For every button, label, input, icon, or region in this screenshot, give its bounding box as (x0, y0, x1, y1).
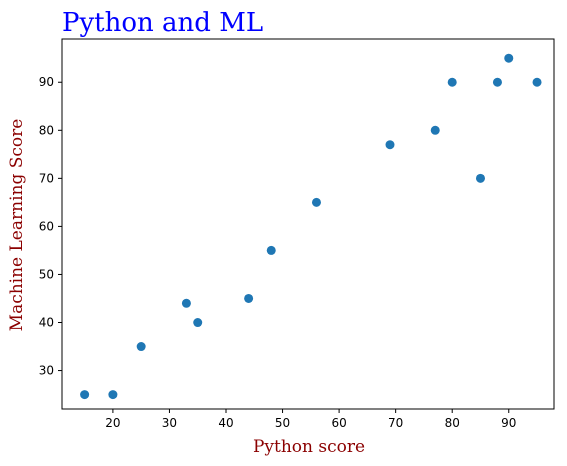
data-point (475, 173, 485, 183)
x-tick-label: 30 (162, 416, 177, 430)
y-tick-label: 60 (39, 219, 54, 233)
x-axis-label: Python score (253, 437, 365, 457)
data-point (80, 390, 90, 400)
x-tick-label: 20 (105, 416, 120, 430)
x-tick-label: 90 (501, 416, 516, 430)
x-tick-label: 70 (388, 416, 403, 430)
x-tick-label: 40 (218, 416, 233, 430)
x-tick-label: 80 (445, 416, 460, 430)
x-tick-label: 60 (331, 416, 346, 430)
data-point (447, 77, 457, 87)
data-point (181, 298, 191, 308)
y-tick-label: 50 (39, 267, 54, 281)
y-tick-label: 80 (39, 123, 54, 137)
data-point (430, 125, 440, 135)
y-tick-label: 90 (39, 75, 54, 89)
y-tick-label: 30 (39, 364, 54, 378)
plot-area: 20 30 40 50 60 70 80 90 30 40 50 60 70 80 90 (39, 38, 555, 430)
data-point (492, 77, 502, 87)
data-point (385, 140, 395, 150)
data-point (108, 390, 118, 400)
data-point (244, 293, 254, 303)
y-axis-label: Machine Learning Score (7, 119, 27, 332)
data-point (136, 342, 146, 352)
data-point (193, 318, 203, 328)
data-point (504, 53, 514, 63)
y-tick-label: 70 (39, 171, 54, 185)
data-point (532, 77, 542, 87)
x-tick-label: 50 (275, 416, 290, 430)
y-tick-label: 40 (39, 316, 54, 330)
data-point (266, 245, 276, 255)
chart-title: Python and ML (62, 8, 263, 38)
data-point (311, 197, 321, 207)
plot-frame (61, 38, 555, 410)
